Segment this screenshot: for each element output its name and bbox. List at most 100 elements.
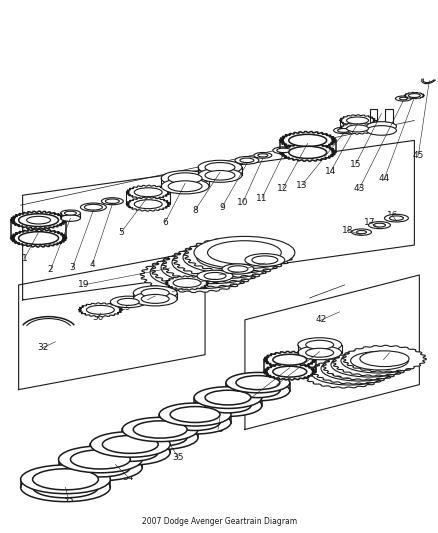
Polygon shape <box>11 229 66 247</box>
Ellipse shape <box>159 411 230 434</box>
Ellipse shape <box>329 363 378 378</box>
Ellipse shape <box>196 250 259 270</box>
Ellipse shape <box>346 125 367 132</box>
Ellipse shape <box>110 296 146 308</box>
Ellipse shape <box>161 171 208 186</box>
Ellipse shape <box>80 203 106 212</box>
Text: 15: 15 <box>349 160 360 169</box>
Ellipse shape <box>205 390 251 405</box>
Polygon shape <box>342 345 425 372</box>
Ellipse shape <box>395 96 410 101</box>
Ellipse shape <box>276 148 290 152</box>
Ellipse shape <box>90 440 170 465</box>
Polygon shape <box>78 303 122 317</box>
Ellipse shape <box>185 251 259 274</box>
Polygon shape <box>332 349 415 376</box>
Ellipse shape <box>373 223 385 227</box>
Ellipse shape <box>58 446 142 473</box>
Text: 10: 10 <box>237 198 248 207</box>
Ellipse shape <box>205 398 251 413</box>
Ellipse shape <box>170 415 219 431</box>
Ellipse shape <box>134 188 162 197</box>
Text: 36: 36 <box>212 425 223 434</box>
Ellipse shape <box>340 356 398 374</box>
Ellipse shape <box>196 246 270 269</box>
Ellipse shape <box>207 241 281 264</box>
Ellipse shape <box>161 252 261 284</box>
Ellipse shape <box>170 407 219 423</box>
Ellipse shape <box>384 214 407 222</box>
Text: 45: 45 <box>412 151 423 160</box>
Text: 4: 4 <box>89 260 95 269</box>
Ellipse shape <box>340 349 417 373</box>
Ellipse shape <box>234 157 258 164</box>
Ellipse shape <box>407 94 420 98</box>
Ellipse shape <box>172 246 272 279</box>
Ellipse shape <box>356 230 366 233</box>
Polygon shape <box>339 123 374 134</box>
Text: 2007 Dodge Avenger Geartrain Diagram: 2007 Dodge Avenger Geartrain Diagram <box>142 516 297 526</box>
Ellipse shape <box>272 147 294 154</box>
Text: 35: 35 <box>172 453 184 462</box>
Polygon shape <box>263 364 315 380</box>
Ellipse shape <box>389 216 403 220</box>
Ellipse shape <box>141 294 169 303</box>
Ellipse shape <box>366 126 396 135</box>
Text: 37: 37 <box>243 395 254 404</box>
Text: 32: 32 <box>37 343 48 352</box>
Ellipse shape <box>205 163 234 172</box>
Ellipse shape <box>311 360 387 385</box>
Polygon shape <box>151 253 260 287</box>
Ellipse shape <box>333 127 353 134</box>
Ellipse shape <box>272 354 306 365</box>
Ellipse shape <box>150 256 251 289</box>
Text: 13: 13 <box>295 181 307 190</box>
Ellipse shape <box>235 384 279 398</box>
Text: 14: 14 <box>324 167 336 176</box>
Text: 44: 44 <box>378 174 389 183</box>
Ellipse shape <box>257 154 267 157</box>
Ellipse shape <box>133 429 187 446</box>
Polygon shape <box>403 92 424 99</box>
Ellipse shape <box>163 261 237 284</box>
Ellipse shape <box>367 222 389 229</box>
Text: 18: 18 <box>341 225 353 235</box>
Text: 3: 3 <box>70 263 75 272</box>
Ellipse shape <box>18 232 58 245</box>
Ellipse shape <box>27 216 50 224</box>
Ellipse shape <box>32 477 98 498</box>
Ellipse shape <box>194 237 294 269</box>
Ellipse shape <box>32 469 98 490</box>
Text: 6: 6 <box>162 217 168 227</box>
Ellipse shape <box>330 352 407 377</box>
Ellipse shape <box>305 348 333 357</box>
Text: 27: 27 <box>166 287 177 296</box>
Ellipse shape <box>122 417 198 442</box>
Ellipse shape <box>339 359 388 375</box>
Polygon shape <box>11 211 66 229</box>
Ellipse shape <box>399 97 406 100</box>
Ellipse shape <box>297 346 341 360</box>
Polygon shape <box>322 353 406 380</box>
Ellipse shape <box>173 278 201 287</box>
Ellipse shape <box>60 215 80 221</box>
Ellipse shape <box>105 199 119 204</box>
Text: 8: 8 <box>192 206 198 215</box>
Ellipse shape <box>71 450 130 469</box>
Ellipse shape <box>194 395 261 416</box>
Ellipse shape <box>288 146 326 158</box>
Ellipse shape <box>90 432 170 457</box>
Text: 19: 19 <box>78 280 89 289</box>
Ellipse shape <box>320 357 397 381</box>
Ellipse shape <box>84 204 102 210</box>
Ellipse shape <box>197 270 233 282</box>
Ellipse shape <box>133 286 177 300</box>
Ellipse shape <box>207 245 270 265</box>
Ellipse shape <box>134 200 162 208</box>
Ellipse shape <box>64 211 76 215</box>
Ellipse shape <box>251 256 277 264</box>
Ellipse shape <box>330 359 388 378</box>
Text: 33: 33 <box>63 495 74 504</box>
Ellipse shape <box>351 229 371 235</box>
Polygon shape <box>312 357 396 384</box>
